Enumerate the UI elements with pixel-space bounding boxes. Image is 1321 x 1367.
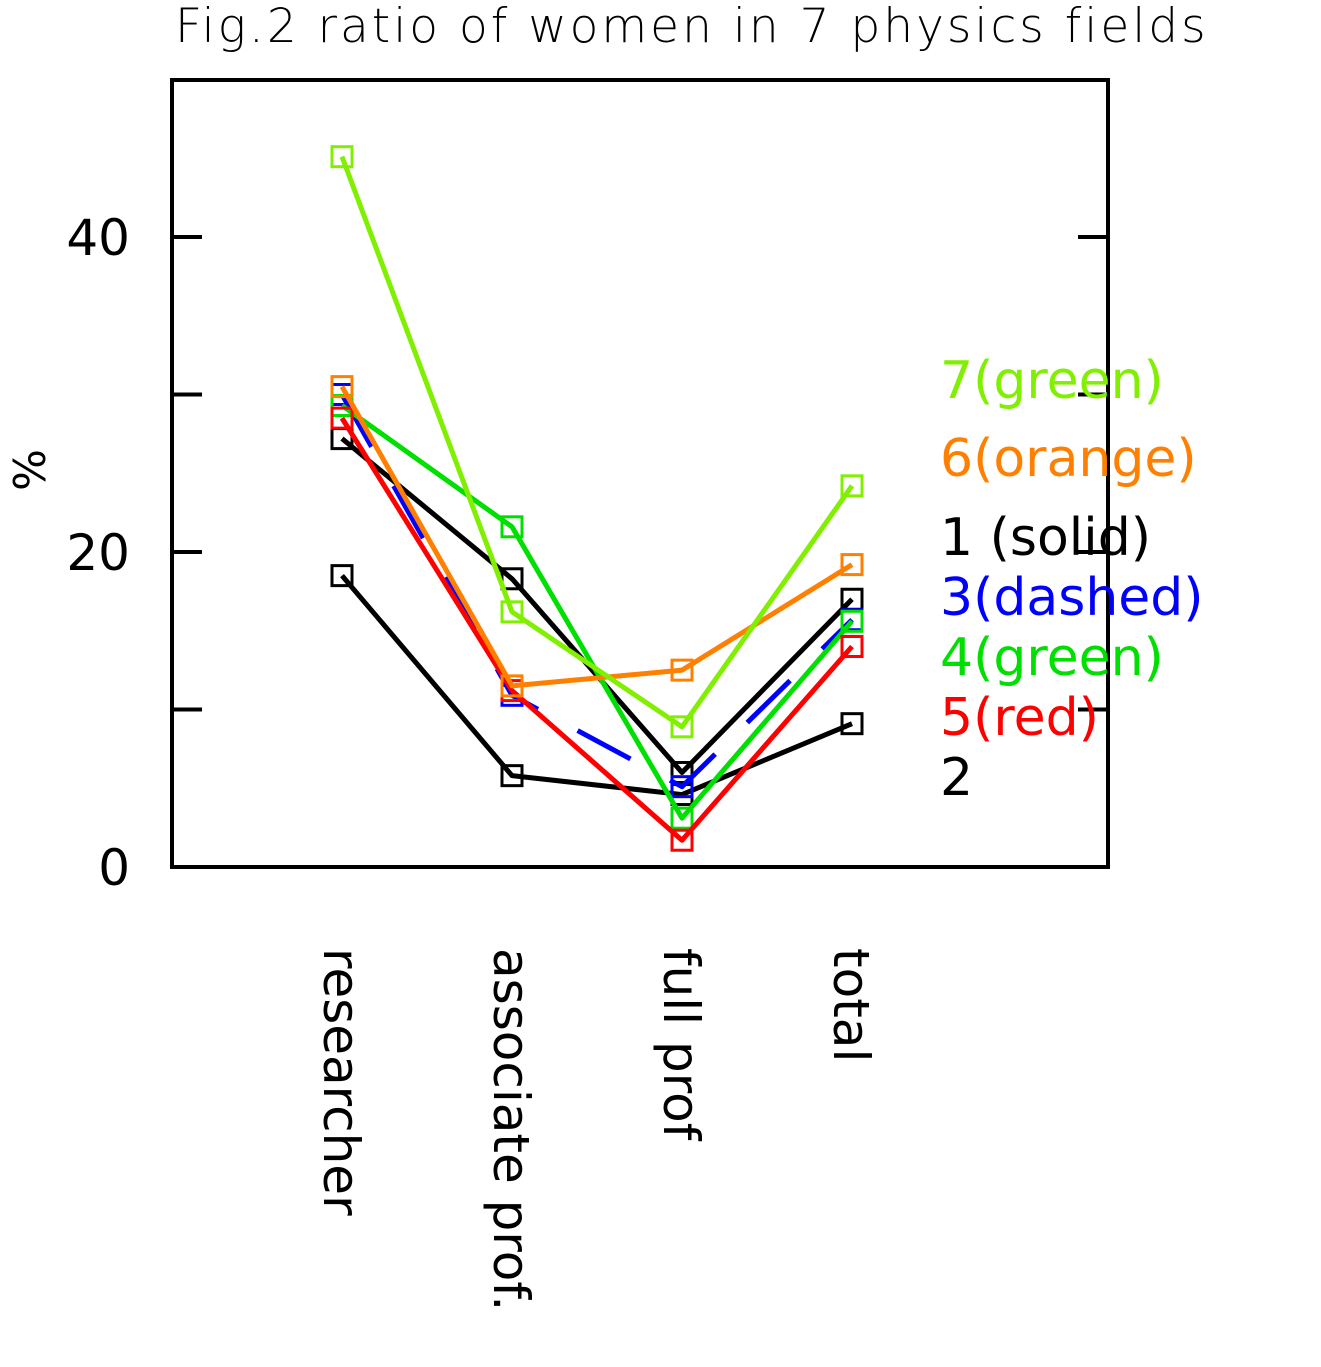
data-point-marker (840, 609, 864, 633)
series-line (339, 385, 854, 689)
data-point-marker (840, 553, 864, 577)
data-point-marker (500, 600, 524, 624)
legend-entry: 1 (solid) (940, 508, 1151, 568)
series-line (340, 436, 854, 775)
series-line (340, 574, 853, 798)
data-point-marker (670, 828, 694, 852)
legend-entry: 4(green) (940, 628, 1164, 688)
x-tick-label: researcher (312, 948, 370, 1216)
data-point-marker (330, 145, 354, 169)
data-point-marker (670, 761, 694, 784)
x-tick-labels: researcher associate prof. full prof total (312, 948, 880, 1311)
legend-entry: 6(orange) (940, 429, 1197, 489)
legend-entry: 5(red) (940, 688, 1099, 748)
series-line (339, 393, 854, 790)
y-tick-label: 20 (66, 524, 130, 582)
data-point-marker (670, 658, 694, 682)
legend-entry: 2 (940, 748, 973, 808)
y-axis-label: % (5, 449, 56, 491)
data-point-marker (330, 564, 354, 588)
y-tick-label: 0 (98, 839, 130, 897)
legend-entry: 3(dashed) (940, 568, 1204, 628)
series-line (340, 403, 854, 821)
data-point-marker (500, 674, 524, 698)
x-tick-label: full prof (652, 948, 710, 1142)
data-point-marker (670, 775, 694, 799)
series-group (330, 145, 864, 852)
data-point-marker (330, 375, 354, 399)
y-ticks: 0 20 40 (66, 209, 1108, 897)
x-tick-label: total (822, 948, 880, 1062)
series-line (339, 416, 854, 843)
y-tick-label: 40 (66, 209, 130, 267)
data-point-marker (330, 406, 354, 430)
data-point-marker (840, 474, 864, 498)
x-tick-label: associate prof. (482, 948, 540, 1311)
plot-frame (170, 78, 1110, 869)
data-point-marker (840, 635, 864, 658)
data-point-marker (670, 806, 694, 830)
data-point-marker (670, 715, 694, 739)
data-point-marker (500, 764, 524, 788)
chart-title: Fig.2 ratio of women in 7 physics fields (175, 0, 1209, 54)
series-line (339, 155, 855, 730)
data-point-marker (500, 515, 524, 539)
legend-entry: 7(green) (940, 351, 1164, 411)
legend: 1 (solid) 2 3(dashed)4(green)5(red) 6(orang… (940, 351, 1204, 808)
data-point-marker (840, 712, 864, 736)
